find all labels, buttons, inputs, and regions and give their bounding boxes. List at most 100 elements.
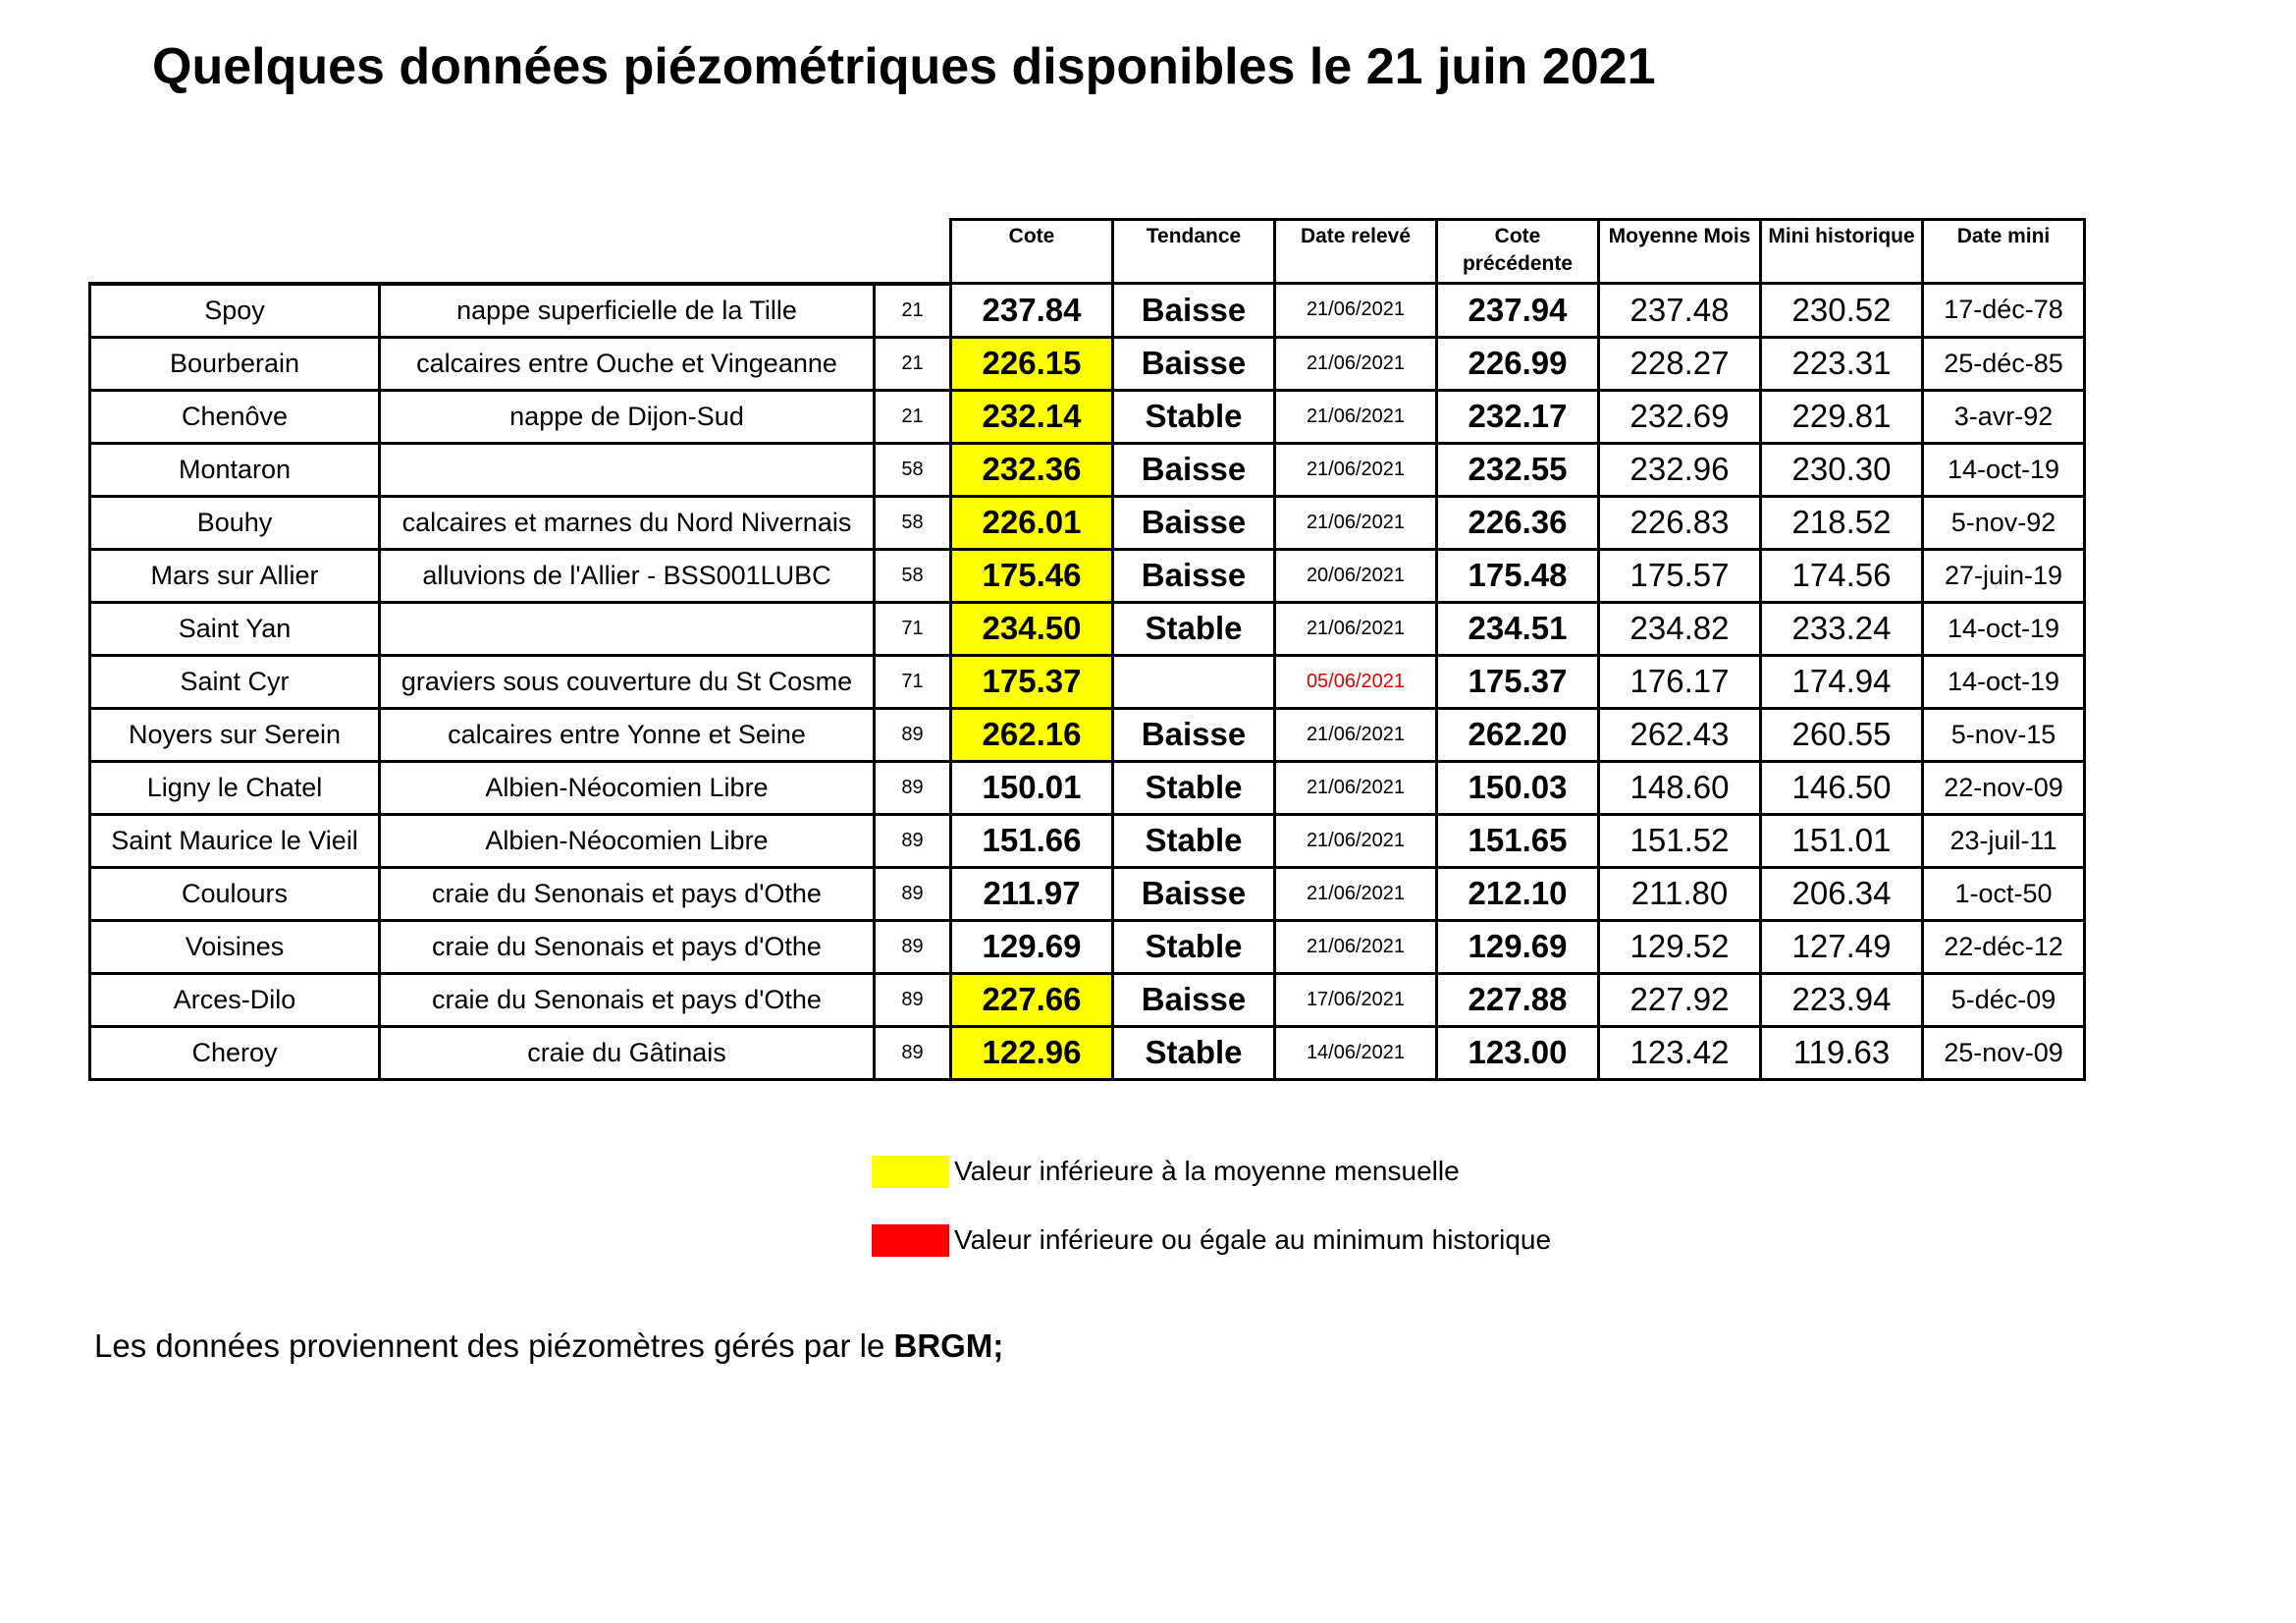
table-cell: 260.55 [1759,706,1924,763]
table-cell: 151.01 [1759,812,1924,869]
table-cell: 123.42 [1597,1024,1762,1081]
table-cell: 89 [873,1024,952,1081]
table-cell: 226.99 [1435,335,1600,392]
table-cell: Saint Cyr [88,653,381,710]
table-row: Bourberain calcaires entre Ouche et Vinge… [88,335,2086,392]
table-cell: Arces-Dilo [88,971,381,1028]
table-cell: 175.37 [949,653,1114,710]
table-cell: 227.66 [949,971,1114,1028]
column-header: Date relevé [1273,218,1438,285]
table-cell: craie du Senonais et pays d'Othe [378,971,876,1028]
table-row: Bouhy calcaires et marnes du Nord Niverna… [88,494,2086,551]
table-cell: Ligny le Chatel [88,759,381,816]
table-cell: 232.96 [1597,441,1762,498]
table-row: Mars sur Allier alluvions de l'Allier - B… [88,547,2086,604]
table-cell: 119.63 [1759,1024,1924,1081]
table-cell: 5-nov-15 [1921,706,2086,763]
table-cell: 22-déc-12 [1921,918,2086,975]
blank-header [874,219,951,286]
table-cell: 146.50 [1759,759,1924,816]
table-cell: Stable [1111,1024,1276,1081]
table-cell: Baisse [1111,494,1276,551]
table-row: Noyers sur Serein calcaires entre Yonne e… [88,706,2086,763]
table-cell: 151.65 [1435,812,1600,869]
table-cell: 226.36 [1435,494,1600,551]
table-cell: 227.92 [1597,971,1762,1028]
table-cell: 14/06/2021 [1273,1024,1438,1081]
table-cell: Stable [1111,812,1276,869]
table-cell: 21/06/2021 [1273,918,1438,975]
table-cell: 1-oct-50 [1921,865,2086,922]
table-cell: 14-oct-19 [1921,441,2086,498]
table-cell: 5-déc-09 [1921,971,2086,1028]
table-cell: Baisse [1111,971,1276,1028]
table-cell: 127.49 [1759,918,1924,975]
table-cell: 229.81 [1759,388,1924,445]
footer-bold: BRGM; [893,1327,1004,1364]
table-cell: 151.66 [949,812,1114,869]
table-cell: 25-déc-85 [1921,335,2086,392]
footer-text: Les données proviennent des piézomètres … [94,1327,894,1364]
table-cell: 129.52 [1597,918,1762,975]
table-row: Arces-Dilo craie du Senonais et pays d'Ot… [88,971,2086,1028]
legend-label: Valeur inférieure ou égale au minimum hi… [954,1224,1552,1255]
table-cell: 232.14 [949,388,1114,445]
table-cell: 21/06/2021 [1273,812,1438,869]
table-cell: 232.69 [1597,388,1762,445]
table-cell: 223.94 [1759,971,1924,1028]
table-cell: 227.88 [1435,971,1600,1028]
table-cell: 71 [873,653,952,710]
table-cell: 226.15 [949,335,1114,392]
table-row: Saint Cyr graviers sous couverture du St … [88,653,2086,710]
table-cell: Baisse [1111,547,1276,604]
table-cell: 21/06/2021 [1273,388,1438,445]
title: Quelques données piézométriques disponib… [152,38,1656,95]
table-cell: Noyers sur Serein [88,706,381,763]
table-row: Coulours craie du Senonais et pays d'Othe… [88,865,2086,922]
table-cell: Chenôve [88,388,381,445]
table-cell: Baisse [1111,865,1276,922]
table-cell: 262.43 [1597,706,1762,763]
table-cell: 21/06/2021 [1273,282,1438,339]
table-cell: Coulours [88,865,381,922]
table-cell: 211.97 [949,865,1114,922]
table-cell: Spoy [88,282,381,339]
table-cell: graviers sous couverture du St Cosme [378,653,876,710]
table-cell: 212.10 [1435,865,1600,922]
table-cell: 206.34 [1759,865,1924,922]
table-cell: Stable [1111,918,1276,975]
table-cell: 230.30 [1759,441,1924,498]
table-cell: 175.57 [1597,547,1762,604]
column-header: Moyenne Mois [1597,218,1762,285]
table-cell: 17/06/2021 [1273,971,1438,1028]
table-cell: 175.48 [1435,547,1600,604]
table-cell: 232.36 [949,441,1114,498]
table-cell: 21 [873,282,952,339]
table-cell [1111,653,1276,710]
table-cell: 05/06/2021 [1273,653,1438,710]
table-cell: 176.17 [1597,653,1762,710]
table-cell: Montaron [88,441,381,498]
table-cell: Stable [1111,759,1276,816]
table-cell: Voisines [88,918,381,975]
table-cell: 89 [873,918,952,975]
table-cell: 211.80 [1597,865,1762,922]
legend-swatch [872,1224,949,1257]
blank-header [89,219,380,286]
table-cell: 129.69 [949,918,1114,975]
table-row: Montaron 58 232.36 Baisse 21/06/2021 232.55 23… [88,441,2086,498]
blank-header [379,219,875,286]
table-cell: 3-avr-92 [1921,388,2086,445]
table-cell: 21/06/2021 [1273,759,1438,816]
table-cell: 237.84 [949,282,1114,339]
table-cell [378,441,876,498]
table-cell: 25-nov-09 [1921,1024,2086,1081]
table-row: Chenôve nappe de Dijon-Sud 21 232.14 Stable 2… [88,388,2086,445]
table-cell: calcaires entre Yonne et Seine [378,706,876,763]
table-cell: 150.01 [949,759,1114,816]
table-cell: 123.00 [1435,1024,1600,1081]
table-cell: 218.52 [1759,494,1924,551]
table-cell: 230.52 [1759,282,1924,339]
table-cell: nappe de Dijon-Sud [378,388,876,445]
